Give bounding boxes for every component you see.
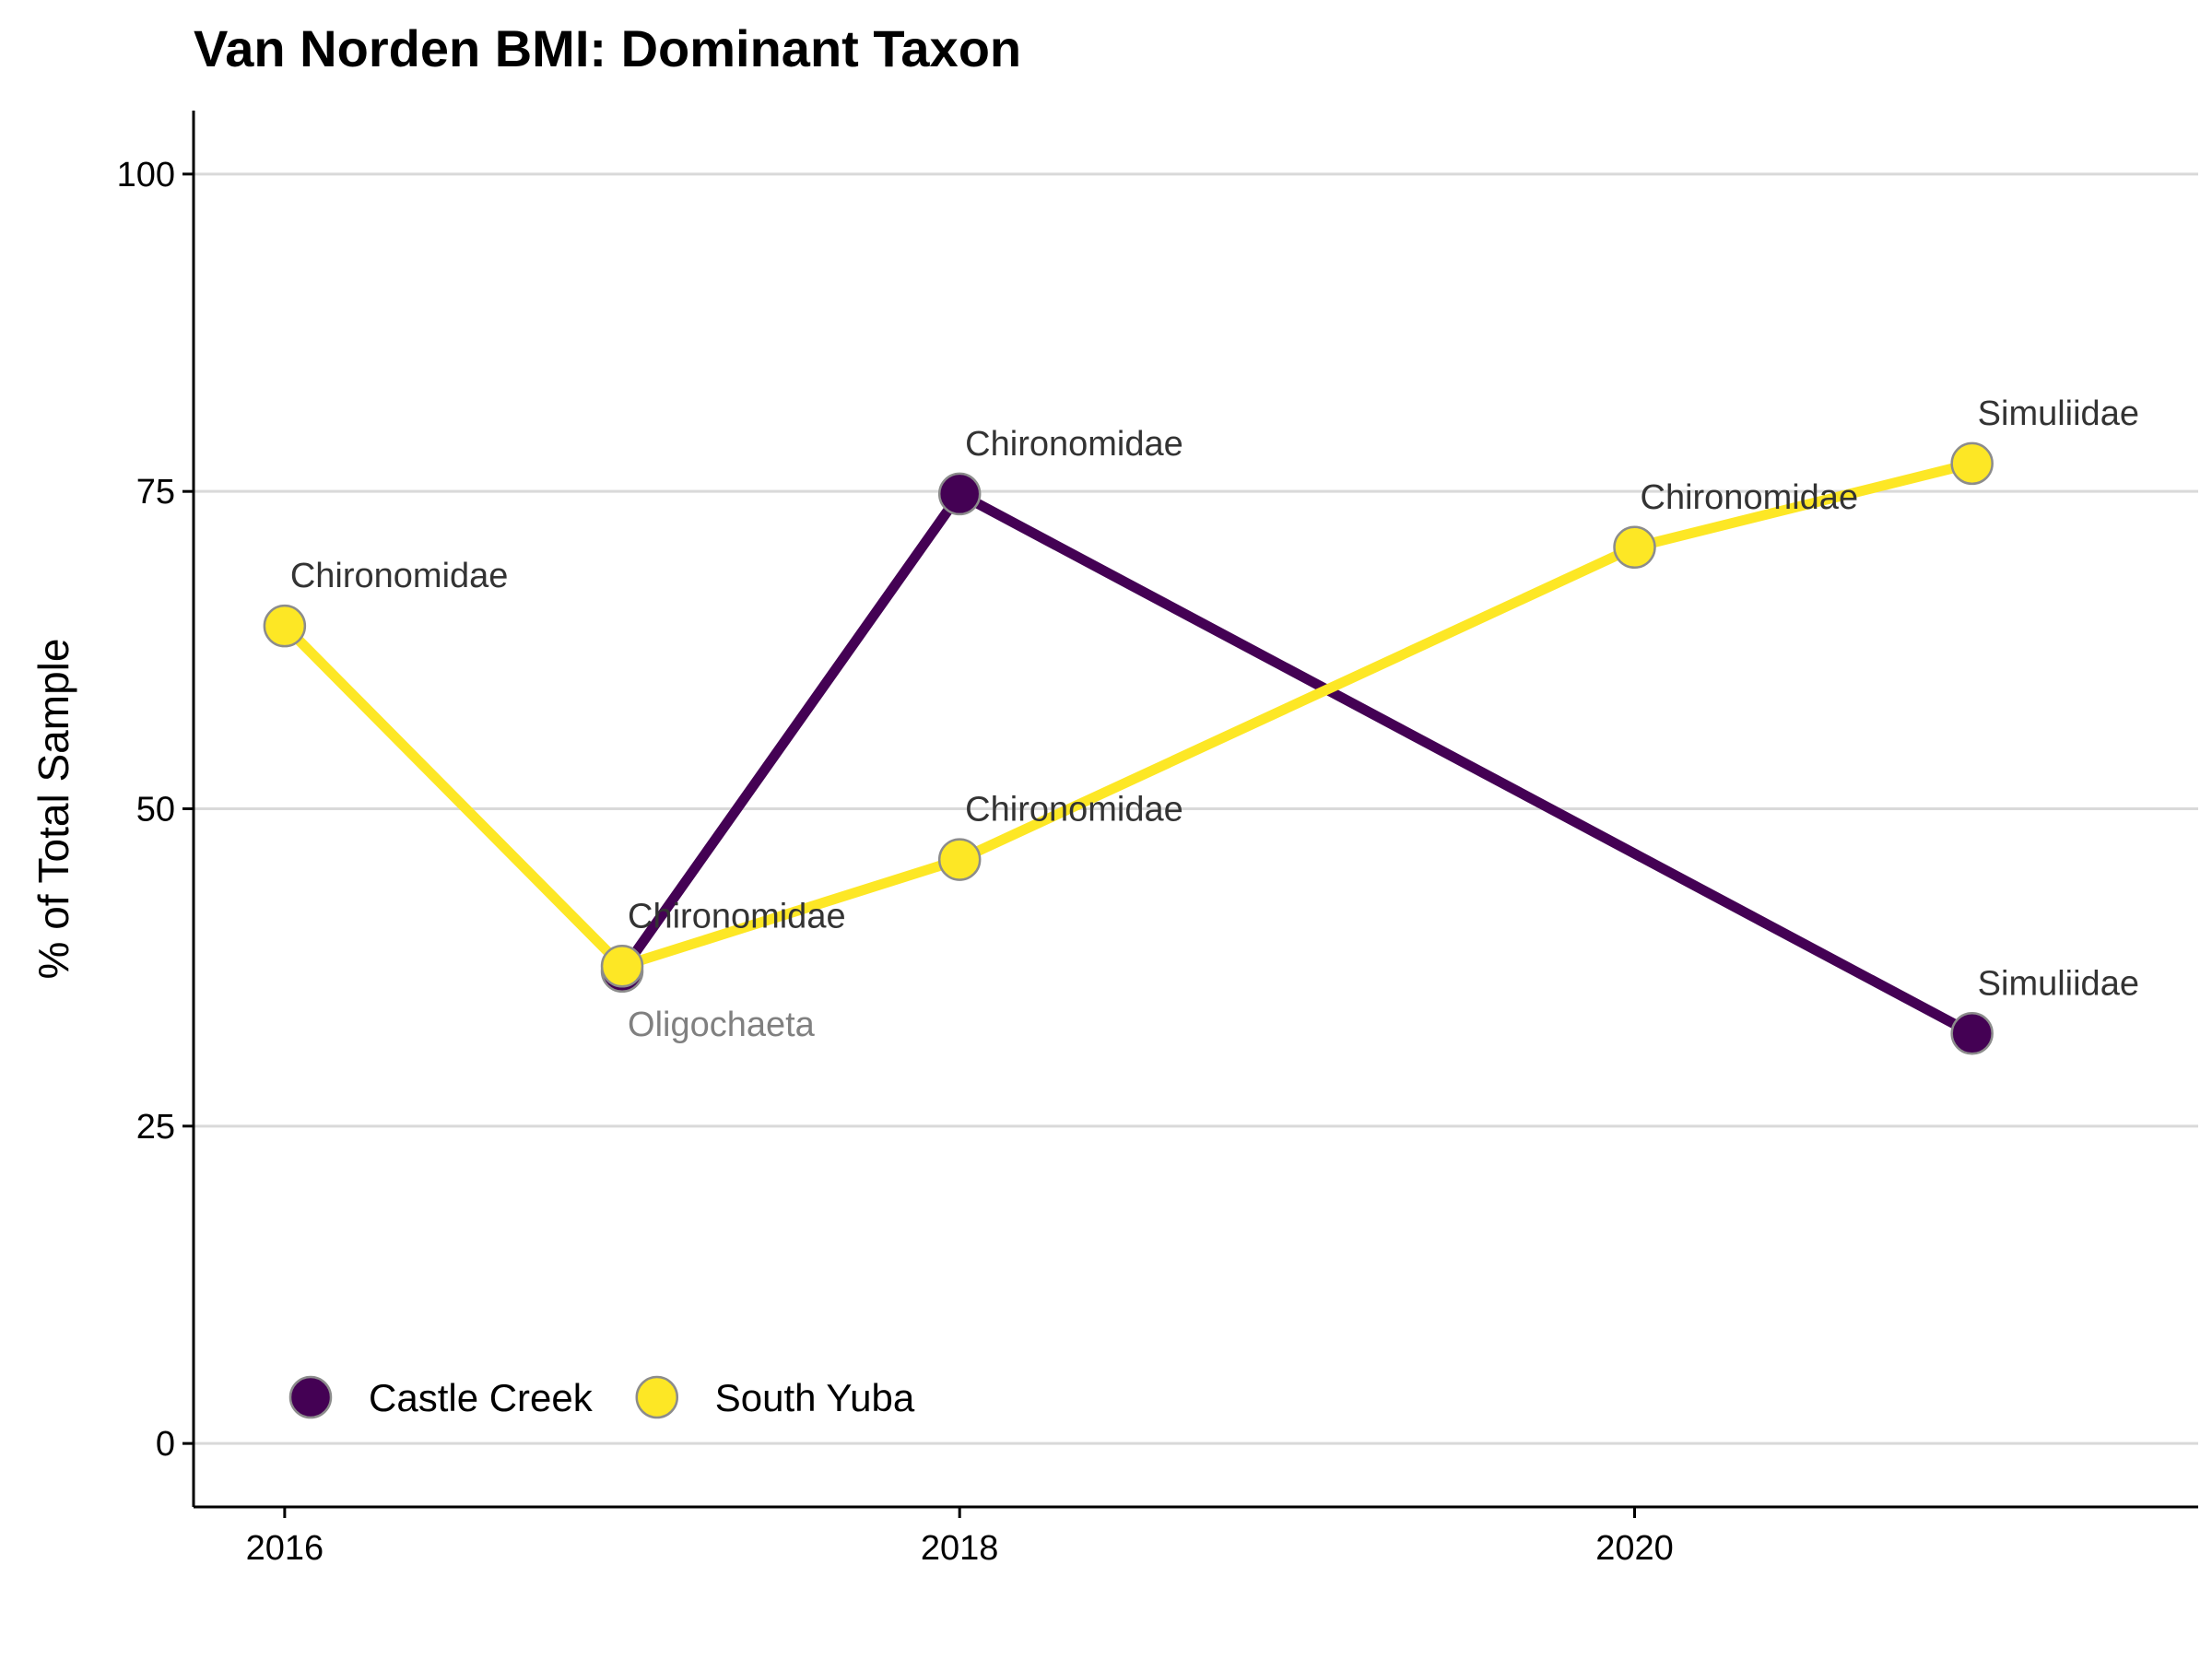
legend: Castle Creek South Yuba [288, 1375, 915, 1419]
grid [194, 172, 2198, 1445]
data-point [937, 838, 982, 881]
point-label: Simuliidae [1978, 394, 2139, 433]
point-label: Chironomidae [628, 897, 846, 935]
series-points [263, 441, 1994, 1055]
legend-key [288, 1375, 333, 1419]
point-label: Chironomidae [965, 791, 1183, 830]
legend-label: Castle Creek [369, 1376, 594, 1419]
point-label: Chironomidae [965, 425, 1183, 464]
y-axis-title: % of Total Sample [29, 639, 77, 980]
data-point [1613, 525, 1656, 570]
series-line-1 [279, 458, 1978, 971]
data-point [1950, 441, 1994, 486]
point-label: Oligochaeta [628, 1006, 816, 1044]
data-point [1950, 1012, 1994, 1055]
legend-label: South Yuba [715, 1376, 915, 1419]
series-lines [279, 458, 1978, 1039]
x-tick-label: 2018 [921, 1529, 999, 1568]
y-tick-label: 0 [156, 1425, 175, 1464]
x-axis-ticks: 2016 2018 2020 [246, 1507, 1674, 1568]
point-label: Simuliidae [1978, 964, 2139, 1003]
y-tick-label: 75 [136, 473, 175, 512]
data-point [263, 604, 307, 648]
point-label: Chironomidae [290, 557, 509, 595]
x-tick-label: 2016 [246, 1529, 324, 1568]
data-point [600, 945, 644, 988]
y-tick-label: 25 [136, 1108, 175, 1147]
x-tick-label: 2020 [1595, 1529, 1674, 1568]
chart-title: Van Norden BMI: Dominant Taxon [194, 19, 1021, 77]
y-tick-label: 100 [117, 156, 175, 194]
series-line-0 [617, 488, 1978, 1039]
y-tick-label: 50 [136, 791, 175, 830]
point-labels: Oligochaeta Chironomidae Simuliidae Chirono… [290, 394, 2139, 1044]
data-point [937, 472, 982, 516]
y-axis-ticks: 0 25 50 75 100 [117, 156, 194, 1464]
legend-key [635, 1375, 679, 1419]
point-label: Chironomidae [1641, 478, 1859, 517]
